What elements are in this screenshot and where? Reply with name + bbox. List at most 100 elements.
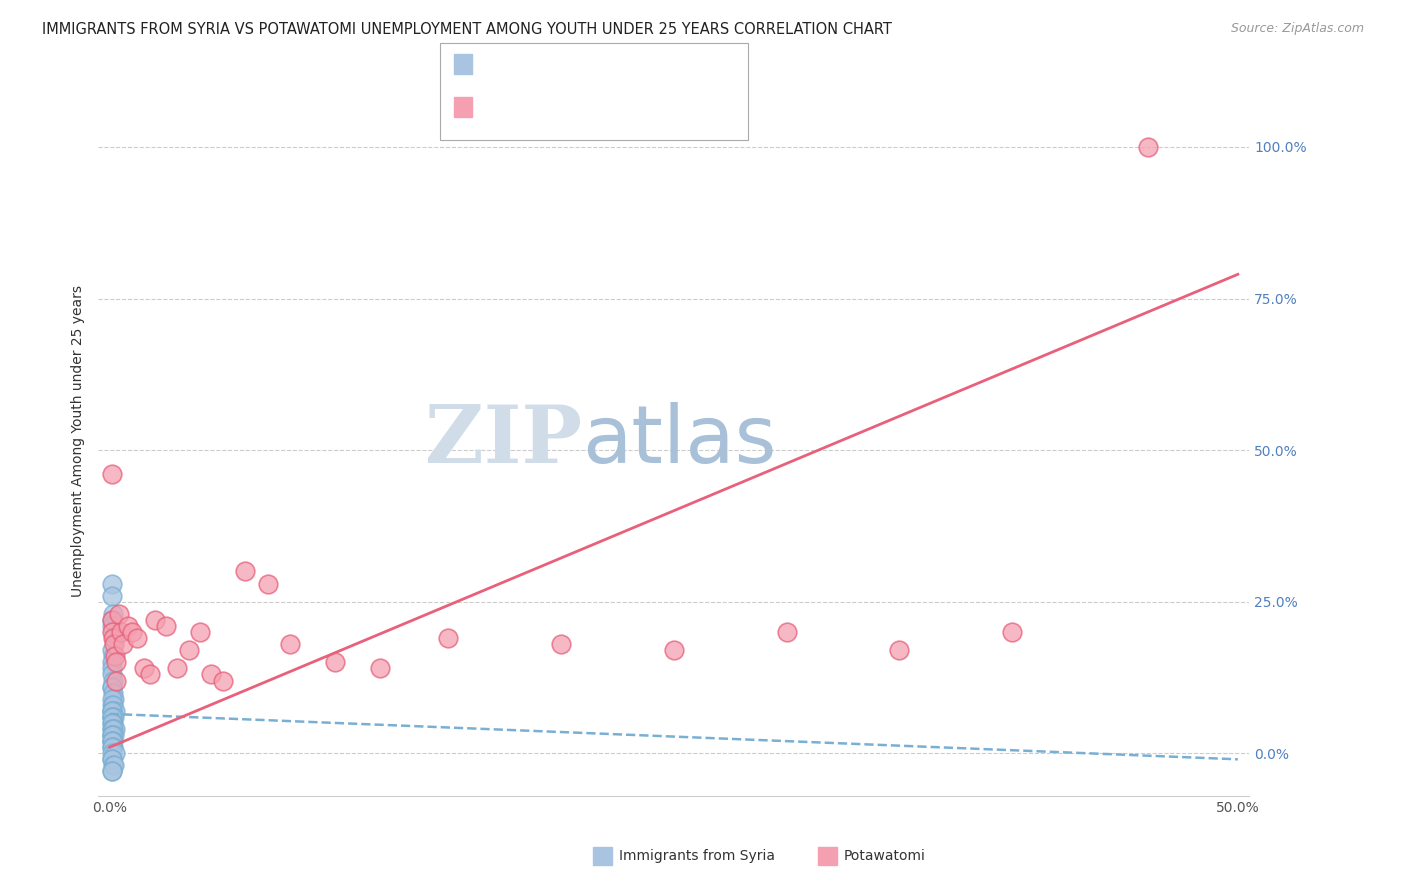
Point bbox=[100, 722, 122, 736]
Point bbox=[278, 637, 301, 651]
Point bbox=[211, 673, 233, 688]
Point bbox=[110, 625, 132, 640]
Point bbox=[101, 673, 124, 688]
Point bbox=[101, 680, 124, 694]
Point bbox=[107, 607, 129, 621]
Text: IMMIGRANTS FROM SYRIA VS POTAWATOMI UNEMPLOYMENT AMONG YOUTH UNDER 25 YEARS CORR: IMMIGRANTS FROM SYRIA VS POTAWATOMI UNEM… bbox=[42, 22, 891, 37]
Text: R =: R = bbox=[479, 105, 517, 120]
Point bbox=[103, 728, 125, 742]
Point bbox=[103, 637, 125, 651]
Point bbox=[100, 734, 122, 748]
Point bbox=[101, 758, 124, 772]
Point bbox=[775, 625, 797, 640]
Point bbox=[101, 619, 124, 633]
Point bbox=[100, 715, 122, 730]
Point bbox=[104, 746, 127, 760]
Point bbox=[103, 631, 125, 645]
Point bbox=[101, 734, 124, 748]
Text: Potawatomi: Potawatomi bbox=[844, 849, 925, 863]
Point bbox=[1136, 140, 1159, 154]
Point bbox=[121, 625, 143, 640]
Point bbox=[117, 619, 139, 633]
Text: -0.198: -0.198 bbox=[523, 62, 578, 78]
Text: R =: R = bbox=[479, 62, 513, 78]
Point bbox=[100, 752, 122, 766]
Point bbox=[100, 704, 122, 718]
Point bbox=[100, 764, 122, 779]
Point bbox=[256, 576, 278, 591]
Point bbox=[101, 764, 124, 779]
Point bbox=[101, 734, 124, 748]
Point bbox=[1001, 625, 1024, 640]
Point bbox=[139, 667, 162, 681]
Text: N =: N = bbox=[583, 105, 617, 120]
Text: N =: N = bbox=[583, 62, 617, 78]
Point bbox=[177, 643, 200, 657]
Point bbox=[112, 637, 135, 651]
Point bbox=[100, 643, 122, 657]
Point bbox=[103, 758, 125, 772]
Point bbox=[200, 667, 222, 681]
Point bbox=[889, 643, 911, 657]
Text: Source: ZipAtlas.com: Source: ZipAtlas.com bbox=[1230, 22, 1364, 36]
Point bbox=[233, 565, 256, 579]
Point bbox=[100, 576, 122, 591]
Text: 35: 35 bbox=[623, 105, 644, 120]
Point bbox=[101, 698, 124, 712]
Point bbox=[125, 631, 148, 645]
Text: ZIP: ZIP bbox=[425, 402, 582, 480]
Point bbox=[103, 710, 125, 724]
Point bbox=[100, 613, 122, 627]
Point bbox=[100, 740, 122, 755]
Point bbox=[101, 589, 124, 603]
Point bbox=[101, 710, 124, 724]
Point bbox=[101, 625, 124, 640]
Point bbox=[101, 728, 124, 742]
Point bbox=[100, 740, 122, 755]
Point bbox=[101, 746, 124, 760]
Point bbox=[188, 625, 211, 640]
Point bbox=[101, 710, 124, 724]
Point bbox=[437, 631, 460, 645]
Point bbox=[103, 691, 125, 706]
Point bbox=[101, 715, 124, 730]
Point bbox=[325, 656, 347, 670]
Point bbox=[155, 619, 177, 633]
Point bbox=[100, 728, 122, 742]
Point bbox=[101, 698, 124, 712]
Point bbox=[101, 722, 124, 736]
Text: 54: 54 bbox=[623, 62, 644, 78]
Point bbox=[100, 680, 122, 694]
Point bbox=[166, 661, 188, 675]
Point bbox=[104, 649, 127, 664]
Point bbox=[101, 613, 124, 627]
Point bbox=[101, 631, 124, 645]
Text: Immigrants from Syria: Immigrants from Syria bbox=[619, 849, 775, 863]
Point bbox=[100, 728, 122, 742]
Point bbox=[100, 710, 122, 724]
Y-axis label: Unemployment Among Youth under 25 years: Unemployment Among Youth under 25 years bbox=[72, 285, 86, 597]
Text: atlas: atlas bbox=[582, 402, 776, 480]
Text: 0.712: 0.712 bbox=[527, 105, 575, 120]
Point bbox=[101, 704, 124, 718]
Point bbox=[101, 649, 124, 664]
Point bbox=[101, 715, 124, 730]
Point bbox=[101, 685, 124, 699]
Point bbox=[104, 704, 127, 718]
Point bbox=[550, 637, 572, 651]
Point bbox=[101, 752, 124, 766]
Point bbox=[143, 613, 166, 627]
Point bbox=[132, 661, 155, 675]
Point bbox=[101, 656, 124, 670]
Point bbox=[662, 643, 685, 657]
Point bbox=[101, 740, 124, 755]
Point bbox=[105, 673, 128, 688]
Point bbox=[100, 467, 122, 482]
Point bbox=[370, 661, 392, 675]
Point bbox=[101, 710, 124, 724]
Point bbox=[104, 722, 127, 736]
Point bbox=[100, 704, 122, 718]
Point bbox=[101, 607, 124, 621]
Point bbox=[101, 722, 124, 736]
Point bbox=[100, 661, 122, 675]
